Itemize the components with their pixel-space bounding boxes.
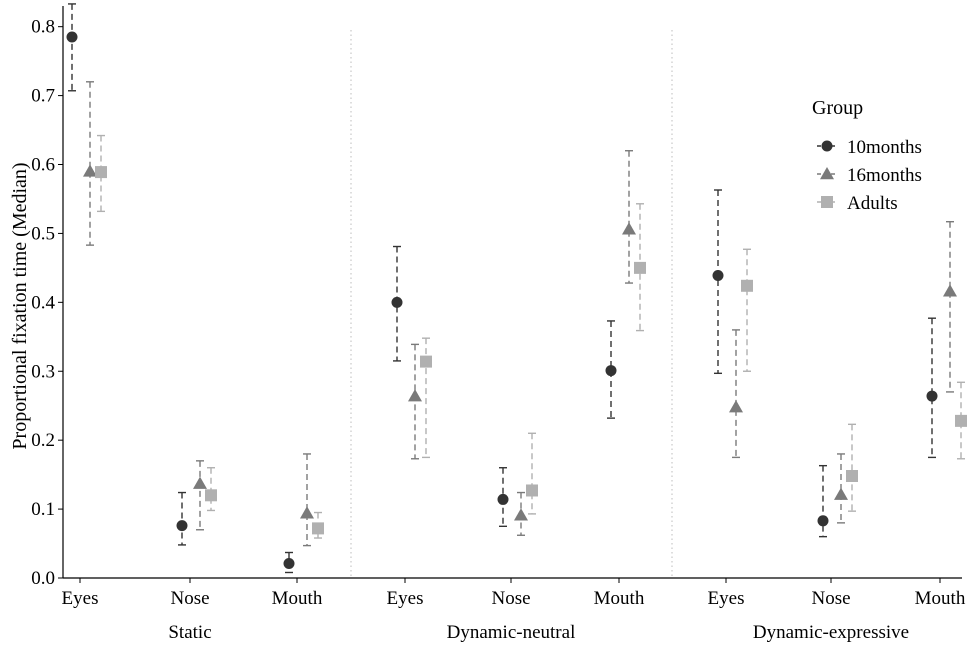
plot-area xyxy=(66,3,967,574)
point-square xyxy=(741,279,753,292)
point-circle xyxy=(176,520,188,532)
legend-entry: 16months xyxy=(847,165,922,186)
point-square xyxy=(526,484,538,497)
panel-dividers xyxy=(350,30,673,578)
y-axis-title: Proportional fixation time (Median) xyxy=(9,162,31,449)
x-tick-label: Eyes xyxy=(62,588,99,609)
y-tick-label: 0.5 xyxy=(31,223,55,244)
legend-entry: 10months xyxy=(847,137,922,158)
point-circle xyxy=(926,390,938,402)
y-tick-label: 0.6 xyxy=(31,155,55,176)
facet-label: Dynamic-neutral xyxy=(447,622,576,643)
legend-entry: Adults xyxy=(847,193,898,214)
y-tick-label: 0.2 xyxy=(31,430,55,451)
y-tick-label: 0.8 xyxy=(31,17,55,38)
point-square xyxy=(420,355,432,368)
point-triangle xyxy=(514,508,528,521)
x-tick-label: Nose xyxy=(491,588,530,609)
point-circle xyxy=(66,31,78,43)
point-triangle xyxy=(300,506,314,519)
y-axis-label: Proportional fixation time (Median) xyxy=(9,162,31,449)
point-triangle xyxy=(408,389,422,402)
axes: 0.0 0.1 0.2 0.3 0.4 0.5 0.6 0.7 0.8 Eyes Nose Mouth… xyxy=(31,6,966,643)
facet-label: Dynamic-expressive xyxy=(753,622,909,643)
point-triangle xyxy=(83,164,97,177)
point-triangle xyxy=(193,476,207,489)
legend-title: Group xyxy=(812,97,863,119)
point-triangle xyxy=(820,167,834,180)
x-tick-label: Eyes xyxy=(387,588,424,609)
point-circle xyxy=(817,515,829,527)
point-circle xyxy=(712,269,724,281)
point-square xyxy=(821,196,833,208)
point-triangle xyxy=(943,284,957,297)
x-tick-label: Mouth xyxy=(594,588,645,609)
point-triangle xyxy=(834,487,848,500)
point-square xyxy=(955,414,967,427)
legend: Group 10months 16months Adults xyxy=(812,97,922,214)
y-tick-label: 0.4 xyxy=(31,292,55,313)
y-tick-label: 0.1 xyxy=(31,499,55,520)
point-circle xyxy=(821,140,833,152)
point-square xyxy=(205,489,217,502)
point-circle xyxy=(605,365,617,377)
point-circle xyxy=(391,296,403,308)
x-tick-label: Eyes xyxy=(708,588,745,609)
facet-label: Static xyxy=(168,622,211,643)
point-square xyxy=(846,470,858,483)
point-square xyxy=(312,522,324,535)
x-tick-label: Mouth xyxy=(915,588,966,609)
y-tick-label: 0.0 xyxy=(31,568,55,589)
point-circle xyxy=(283,558,295,570)
x-tick-label: Nose xyxy=(170,588,209,609)
point-triangle xyxy=(729,400,743,413)
y-tick-label: 0.7 xyxy=(31,86,55,107)
point-square xyxy=(634,261,646,274)
point-square xyxy=(95,166,107,179)
x-tick-label: Nose xyxy=(811,588,850,609)
x-tick-label: Mouth xyxy=(272,588,323,609)
point-circle xyxy=(497,493,509,505)
y-tick-label: 0.3 xyxy=(31,361,55,382)
point-triangle xyxy=(622,222,636,235)
